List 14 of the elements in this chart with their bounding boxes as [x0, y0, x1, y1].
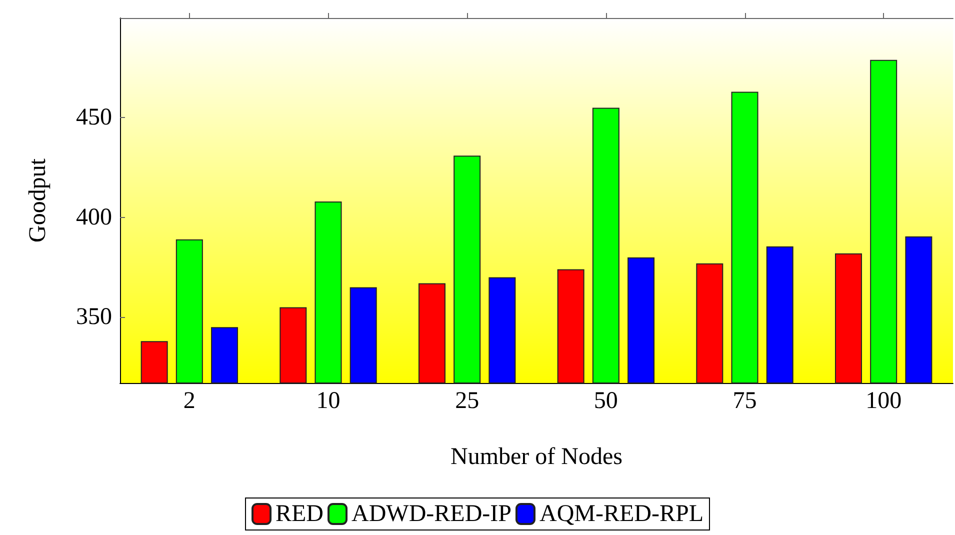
x-axis-title: Number of Nodes [450, 444, 622, 470]
x-tick-label: 100 [866, 388, 902, 414]
x-tick-label: 50 [594, 388, 618, 414]
legend-label: ADWD-RED-IP [352, 501, 512, 527]
x-tick-label: 75 [732, 388, 757, 414]
x-tick-label: 10 [316, 388, 340, 414]
y-tick-label: 450 [76, 104, 112, 131]
x-tick-label: 25 [455, 388, 480, 414]
x-tick-label: 2 [183, 388, 196, 414]
y-tick-label: 400 [76, 204, 112, 230]
y-tick-label: 350 [76, 304, 112, 330]
legend-label: RED [276, 501, 324, 527]
y-axis-title: Goodput [25, 158, 51, 242]
legend-label: AQM-RED-RPL [539, 501, 704, 527]
